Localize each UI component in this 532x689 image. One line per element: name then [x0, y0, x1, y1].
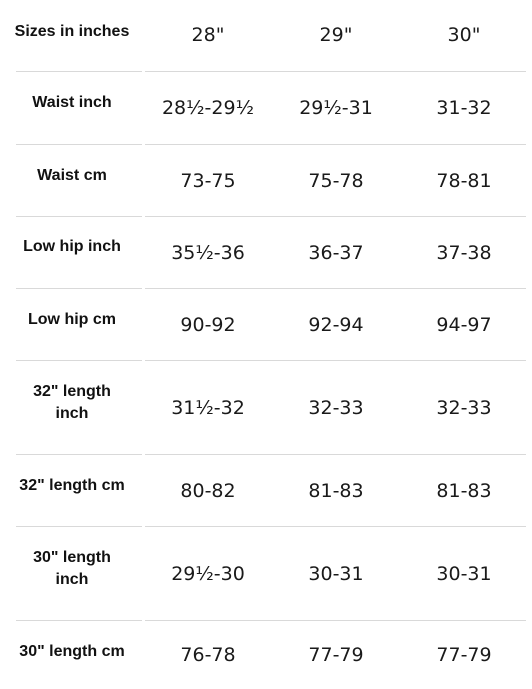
- table-row: Waist cm 73-75 75-78 78-81: [0, 145, 532, 216]
- row-value: 75-78: [308, 169, 364, 192]
- row-value: 29½-30: [171, 562, 245, 585]
- row-value: 76-78: [180, 644, 236, 666]
- row-divider: [16, 288, 526, 289]
- row-value: 31-32: [436, 97, 492, 119]
- row-label: Low hip inch: [23, 238, 121, 255]
- row-value: 73-75: [180, 169, 236, 192]
- table-header-row: Sizes in inches 28" 29" 30": [0, 10, 532, 60]
- row-value: 92-94: [308, 313, 364, 336]
- row-label: 30" length inch: [33, 549, 111, 588]
- row-divider: [16, 216, 526, 217]
- row-value: 81-83: [436, 479, 492, 502]
- row-label: Low hip cm: [28, 311, 116, 328]
- row-label: 30" length cm: [19, 643, 125, 660]
- row-label: 32" length inch: [33, 383, 111, 422]
- row-value: 94-97: [436, 313, 492, 336]
- row-label: 32" length cm: [19, 477, 125, 494]
- row-value: 90-92: [180, 313, 236, 336]
- table-row: 30" length inch 29½-30 30-31 30-31: [0, 527, 532, 620]
- row-value: 77-79: [436, 644, 492, 666]
- row-value: 30-31: [436, 562, 492, 585]
- row-divider: [16, 71, 526, 72]
- table-row: 32" length inch 31½-32 32-33 32-33: [0, 361, 532, 454]
- row-divider: [16, 526, 526, 527]
- size-30-header: 30": [447, 24, 481, 46]
- row-label: Waist inch: [32, 94, 112, 111]
- table-row: Waist inch 28½-29½ 29½-31 31-32: [0, 72, 532, 144]
- row-value: 28½-29½: [161, 97, 255, 119]
- row-divider: [16, 144, 526, 145]
- row-value: 31½-32: [171, 396, 245, 419]
- row-value: 36-37: [308, 241, 364, 264]
- header-label: Sizes in inches: [14, 23, 130, 40]
- row-label: Waist cm: [37, 167, 107, 184]
- row-divider: [16, 360, 526, 361]
- table-row: 30" length cm 76-78 77-79 77-79: [0, 621, 532, 689]
- size-29-header: 29": [319, 24, 353, 46]
- row-value: 32-33: [308, 396, 364, 419]
- row-value: 81-83: [308, 479, 364, 502]
- row-value: 35½-36: [171, 241, 245, 264]
- row-value: 29½-31: [299, 97, 373, 119]
- table-row: 32" length cm 80-82 81-83 81-83: [0, 455, 532, 526]
- row-value: 77-79: [308, 644, 364, 666]
- row-value: 30-31: [308, 562, 364, 585]
- row-value: 78-81: [436, 169, 492, 192]
- table-row: Low hip cm 90-92 92-94 94-97: [0, 289, 532, 360]
- row-divider: [16, 620, 526, 621]
- table-row: Low hip inch 35½-36 36-37 37-38: [0, 217, 532, 288]
- row-value: 80-82: [180, 479, 236, 502]
- size-28-header: 28": [191, 24, 225, 46]
- row-divider: [16, 454, 526, 455]
- row-value: 37-38: [436, 241, 492, 264]
- row-value: 32-33: [436, 396, 492, 419]
